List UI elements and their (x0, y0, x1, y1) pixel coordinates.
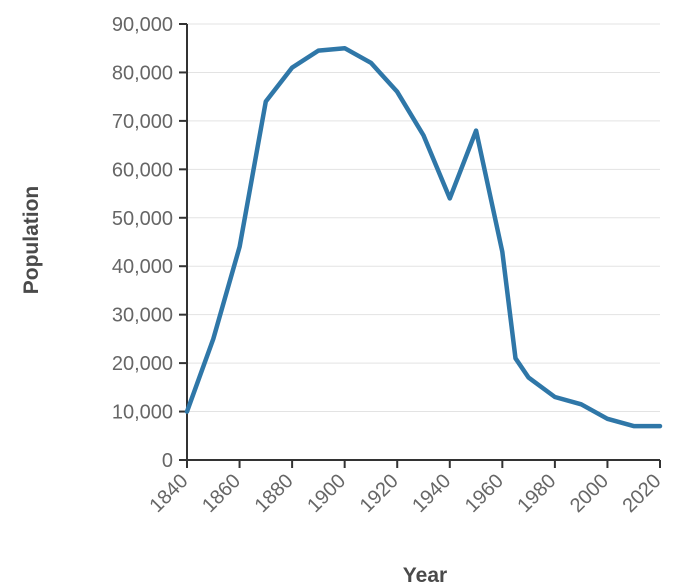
y-tick-label: 40,000 (112, 256, 173, 278)
series-layer (184, 45, 663, 429)
x-tick-label: 1960 (461, 470, 508, 517)
y-tick-label: 50,000 (112, 208, 173, 230)
x-tick-label: 1980 (513, 470, 560, 517)
x-tick-label: 2000 (566, 470, 613, 517)
y-tick-label: 90,000 (112, 14, 173, 36)
y-tick-label: 80,000 (112, 62, 173, 84)
y-tick-label: 30,000 (112, 305, 173, 327)
y-axis-title: Population (20, 186, 43, 295)
x-axis-ticks: 1840 1860 1880 1900 1920 1940 1960 1980 2000 2020 (146, 460, 666, 517)
y-tick-label: 10,000 (112, 402, 173, 424)
y-tick-label: 70,000 (112, 111, 173, 133)
y-tick-label: 0 (162, 450, 173, 472)
x-tick-label: 1920 (356, 470, 403, 517)
y-axis-ticks: 0 10,000 20,000 30,000 40,000 50,000 60,000 70,… (112, 14, 187, 472)
x-tick-label: 1880 (251, 470, 298, 517)
x-tick-label: 1940 (408, 470, 455, 517)
y-tick-label: 60,000 (112, 159, 173, 181)
series-line-0 (184, 45, 663, 429)
y-tick-label: 20,000 (112, 353, 173, 375)
x-tick-label: 1840 (146, 470, 193, 517)
x-tick-label: 2020 (619, 470, 666, 517)
axes (186, 24, 660, 461)
x-tick-label: 1860 (198, 470, 245, 517)
gridlines (187, 23, 660, 413)
x-tick-label: 1900 (303, 470, 350, 517)
x-axis-title: Year (403, 564, 447, 587)
